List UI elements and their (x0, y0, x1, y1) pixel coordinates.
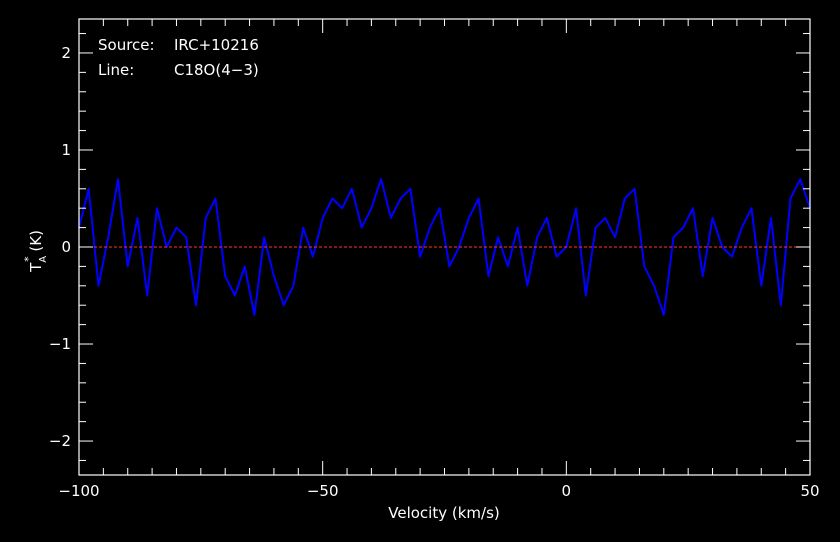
spectrum-series-line (78, 178, 811, 316)
y-axis-label-unit: (K) (27, 230, 45, 256)
source-label: Source: (98, 36, 155, 54)
x-tick-label: −100 (58, 482, 99, 500)
y-axis-label: TA* (K) (22, 230, 49, 273)
y-tick-label: 1 (61, 141, 71, 159)
y-tick-label: −1 (49, 335, 71, 353)
y-axis-label-main: T (27, 262, 45, 273)
source-value: IRC+10216 (174, 36, 259, 54)
series-layer (78, 178, 811, 316)
line-value: C18O(4−3) (174, 61, 259, 79)
x-tick-label: 50 (800, 482, 819, 500)
x-tick-label: −50 (307, 482, 339, 500)
y-axis-label-sup: * (22, 256, 35, 262)
y-axis-label-sub: A (38, 256, 49, 263)
ticks-layer (78, 19, 811, 475)
tick-labels-layer: −100 −50 0 50 −2 −1 0 1 2 (49, 44, 820, 500)
line-label: Line: (98, 61, 134, 79)
x-tick-label: 0 (562, 482, 572, 500)
y-tick-label: 2 (61, 44, 71, 62)
x-axis-label: Velocity (km/s) (388, 504, 499, 522)
y-tick-label: −2 (49, 432, 71, 450)
y-tick-label: 0 (61, 238, 71, 256)
